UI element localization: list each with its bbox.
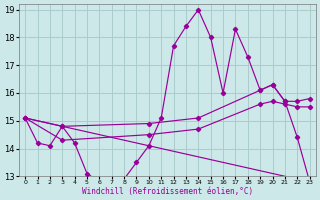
X-axis label: Windchill (Refroidissement éolien,°C): Windchill (Refroidissement éolien,°C) [82, 187, 253, 196]
